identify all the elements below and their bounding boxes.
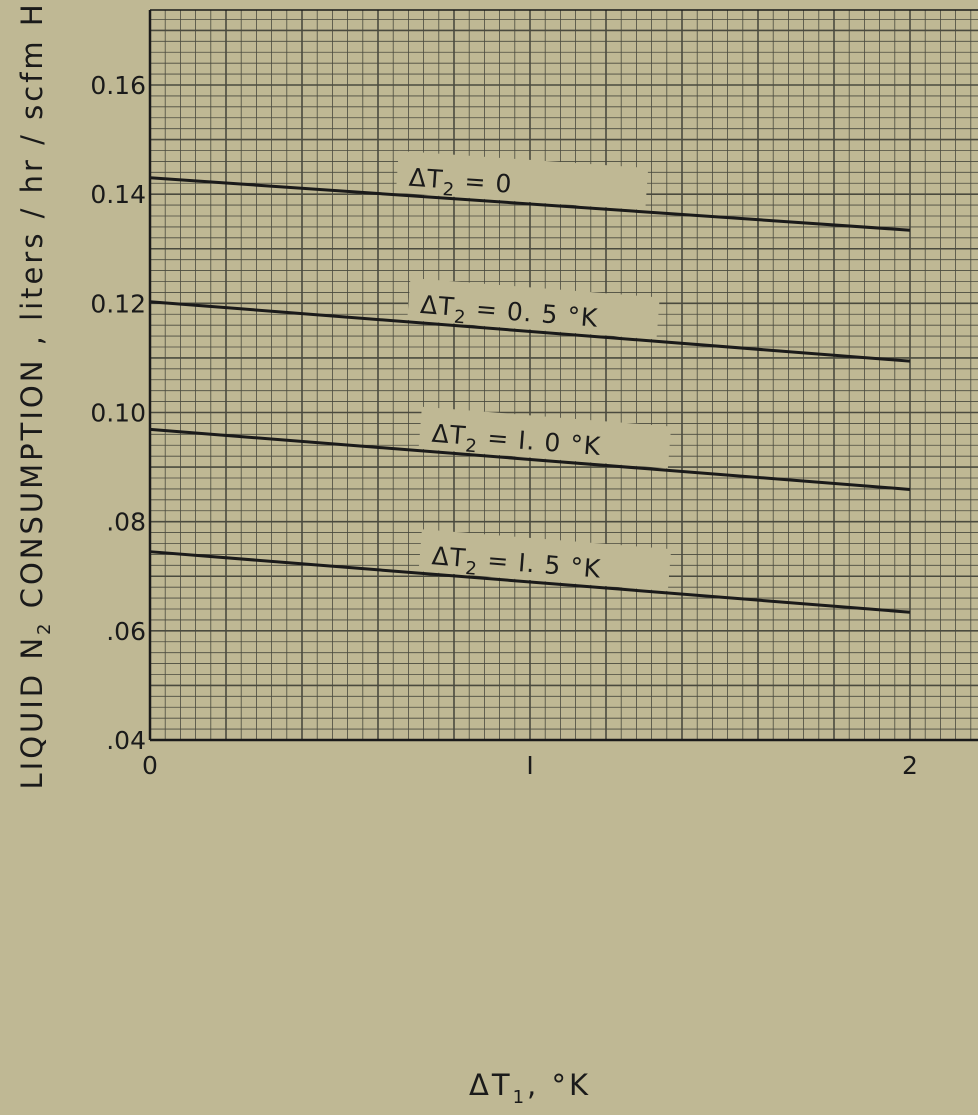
series-line-2 [149,427,911,491]
y-tick-label: .08 [106,508,146,537]
x-tick-labels: 0 I 2 [142,751,918,780]
curve-label-2: ΔT2 = I. 0 °K [418,406,672,469]
curve-label-background [395,150,649,210]
x-tick-label: I [526,751,533,780]
curve-labels: ΔT2 = 0 ΔT2 = 0. 5 °K ΔT2 = I. 0 °K ΔT2 = I… [395,150,672,591]
y-tick-label: 0.16 [90,71,146,100]
series-line-3 [149,550,911,614]
curve-label-1: ΔT2 = 0. 5 °K [407,277,660,340]
series-line-0 [149,176,911,232]
curve-label-3: ΔT2 = I. 5 °K [418,529,672,591]
y-tick-label: 0.12 [90,289,146,318]
curve-label-background [418,529,672,591]
y-tick-label: .06 [106,617,146,646]
y-tick-label: .04 [106,726,146,755]
x-axis-label: ΔT1, °K [469,1068,591,1108]
curve-label-text: ΔT2 = I. 0 °K [430,419,602,467]
x-tick-label: 2 [902,751,918,780]
curve-label-0: ΔT2 = 0 [395,150,649,210]
curve-label-background [418,406,672,469]
series-line-1 [149,300,911,363]
y-tick-labels: .04 .06 .08 0.10 0.12 0.14 0.16 [90,71,146,755]
x-tick-label: 0 [142,751,158,780]
y-axis-label: LIQUID N2 CONSUMPTION , liters / hr / sc… [15,0,55,790]
curve-label-text: ΔT2 = 0 [408,163,514,205]
y-tick-label: 0.10 [90,399,146,428]
y-tick-label: 0.14 [90,180,146,209]
curve-label-background [407,277,660,340]
series-lines [149,176,911,614]
